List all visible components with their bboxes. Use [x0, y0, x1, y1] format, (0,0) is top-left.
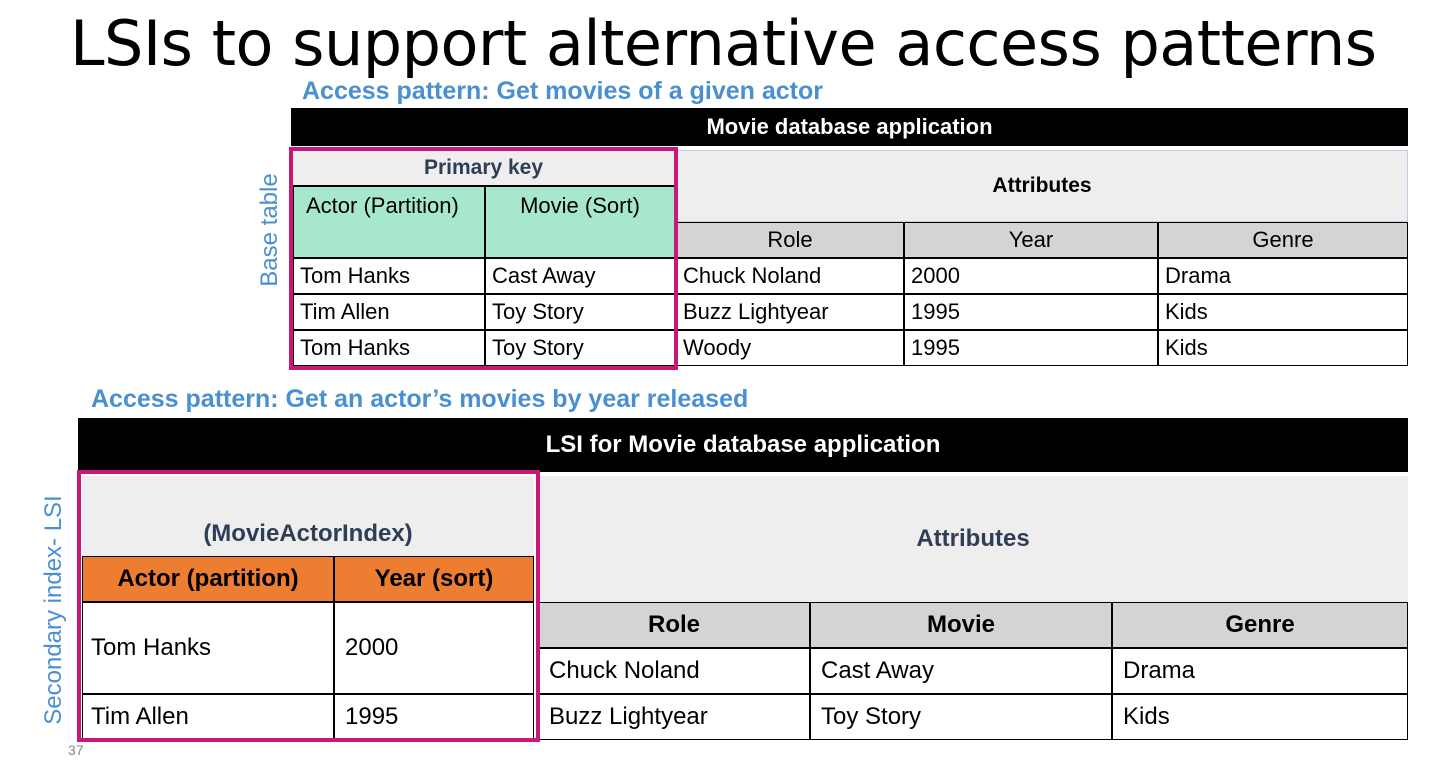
attr-col-year: Year — [904, 222, 1158, 258]
table-cell: Tim Allen — [82, 694, 334, 740]
slide-title: LSIs to support alternative access patte… — [70, 7, 1377, 80]
table-cell: 2000 — [334, 602, 534, 694]
table-cell: Toy Story — [485, 330, 675, 366]
primary-key-highlight — [289, 147, 678, 370]
key-col-movie-sort: Movie (Sort) — [485, 186, 675, 258]
lsi-access-pattern: Access pattern: Get an actor’s movies by… — [91, 385, 749, 413]
table-cell: Chuck Noland — [538, 648, 810, 694]
base-banner: Movie database application — [291, 108, 1408, 146]
table-cell: Kids — [1158, 294, 1408, 330]
table-cell: Woody — [676, 330, 904, 366]
attr-col-role: Role — [676, 222, 904, 258]
lsi-attributes-header: Attributes — [538, 476, 1408, 602]
lsi-attr-col-genre: Genre — [1112, 602, 1408, 648]
lsi-attr-col-movie: Movie — [810, 602, 1112, 648]
table-cell: Chuck Noland — [676, 258, 904, 294]
table-cell: Tim Allen — [293, 294, 485, 330]
lsi-banner: LSI for Movie database application — [78, 418, 1408, 472]
lsi-attr-col-role: Role — [538, 602, 810, 648]
base-table-label: Base table — [256, 173, 283, 287]
lsi-table-label: Secondary index- LSI — [40, 495, 67, 725]
index-name-header: (MovieActorIndex) — [82, 476, 534, 556]
lsi-key-highlight — [77, 470, 540, 742]
primary-key-header: Primary key — [293, 150, 674, 186]
table-cell: 1995 — [334, 694, 534, 740]
table-cell: Buzz Lightyear — [676, 294, 904, 330]
table-cell: Toy Story — [485, 294, 675, 330]
attr-col-genre: Genre — [1158, 222, 1408, 258]
table-cell: Toy Story — [810, 694, 1112, 740]
table-cell: Buzz Lightyear — [538, 694, 810, 740]
key-col-actor-partition: Actor (Partition) — [293, 186, 485, 258]
lsi-key-col-actor-partition: Actor (partition) — [82, 556, 334, 602]
table-cell: Tom Hanks — [293, 330, 485, 366]
table-cell: Kids — [1112, 694, 1408, 740]
table-cell: Tom Hanks — [82, 602, 334, 694]
table-cell: Drama — [1158, 258, 1408, 294]
table-cell: Drama — [1112, 648, 1408, 694]
table-cell: 2000 — [904, 258, 1158, 294]
page-number: 37 — [68, 742, 84, 758]
table-cell: 1995 — [904, 330, 1158, 366]
lsi-key-col-year-sort: Year (sort) — [334, 556, 534, 602]
table-cell: 1995 — [904, 294, 1158, 330]
base-attributes-header: Attributes — [676, 150, 1408, 222]
table-cell: Tom Hanks — [293, 258, 485, 294]
base-access-pattern: Access pattern: Get movies of a given ac… — [302, 77, 824, 105]
table-cell: Kids — [1158, 330, 1408, 366]
table-cell: Cast Away — [810, 648, 1112, 694]
